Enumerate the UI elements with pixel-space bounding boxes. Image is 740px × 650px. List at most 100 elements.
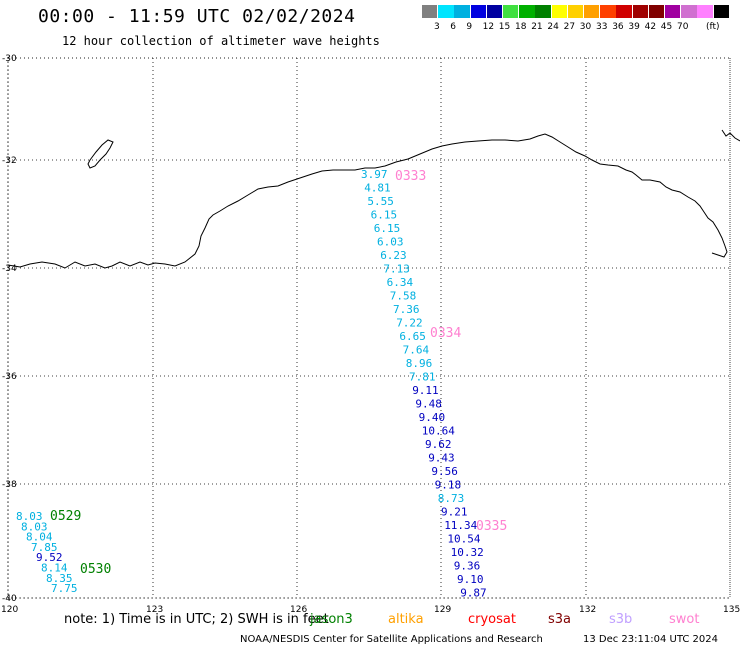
lon-label: 120 [1,605,18,615]
lon-label: 123 [146,605,163,615]
legend-swatch [648,5,665,18]
legend-label: 3 [434,22,440,32]
lat-label: -32 [2,156,17,166]
wave-height-value: 8.03 [21,520,48,533]
lat-label: -30 [2,54,17,64]
legend-swatch [697,5,713,18]
lat-label: -40 [2,594,17,604]
wave-height-value: 9.56 [431,465,458,478]
footer-timestamp: 13 Dec 23:11:04 UTC 2024 [583,634,718,645]
wave-height-value: 8.14 [41,562,68,575]
lon-label: 135 [723,605,740,615]
legend-unit: (ft) [706,22,720,32]
wave-height-value: 4.81 [364,182,391,195]
wave-height-value: 7.75 [51,582,78,595]
wave-height-value: 6.15 [371,209,398,222]
wave-height-value: 8.03 [16,510,43,523]
legend-label: 36 [612,22,624,32]
mission-label: jason3 [310,612,353,627]
pass-time-labels: 0333 0334 0335 0529 0530 [50,169,507,577]
legend-swatch [486,5,503,18]
legend-label: 33 [596,22,608,32]
legend-swatch [584,5,600,18]
legend-swatch [632,5,648,18]
wave-height-value: 7.22 [396,317,423,330]
wave-height-value: 10.32 [451,546,484,559]
pass-time-label: 0333 [395,169,426,184]
legend-label: 30 [579,22,592,32]
wave-height-value: 7.64 [403,344,430,357]
legend-swatch [422,5,438,18]
wave-height-value: 5.55 [367,195,394,208]
legend-label: 24 [547,22,559,32]
wave-height-value: 10.54 [447,533,480,546]
legend-swatch [551,5,567,18]
map-subtitle: 12 hour collection of altimeter wave hei… [62,34,380,48]
legend-swatch [681,5,697,18]
legend-swatch [616,5,632,18]
wave-height-value: 9.62 [425,438,452,451]
wave-height-value: 9.10 [457,573,484,586]
wave-height-value: 7.36 [393,303,420,316]
pass-time-label: 0334 [430,326,461,341]
pass-time-label: 0335 [476,519,507,534]
legend-label: 42 [644,22,657,32]
island-kangaroo [87,139,114,169]
legend-label: 45 [660,22,673,32]
legend-label: 39 [628,22,640,32]
legend-swatch [665,5,681,18]
legend-label: 27 [563,22,576,32]
mission-label: s3b [609,612,633,627]
wave-height-value: 7.85 [31,541,58,554]
legend-label: 12 [482,22,495,32]
legend-swatch [600,5,616,18]
legend-swatch [519,5,535,18]
mission-label: s3a [548,612,572,627]
wave-height-value: 8.73 [438,492,465,505]
legend-swatch [567,5,584,18]
legend-label: 21 [531,22,543,32]
wave-height-value: 9.87 [460,587,487,600]
legend-swatch [454,5,470,18]
wave-height-value: 6.03 [377,236,404,249]
mission-label: cryosat [468,612,516,627]
wave-height-value: 6.23 [380,249,407,262]
altimeter-track-main: 3.974.815.556.156.156.036.237.136.347.58… [361,168,487,600]
wave-height-value: 9.43 [428,452,455,465]
note-text: note: 1) Time is in UTC; 2) SWH is in fe… [64,612,329,627]
mission-label: altika [388,612,424,627]
wave-height-value: 9.40 [419,411,446,424]
coastline-east [721,129,740,142]
lon-label: 126 [290,605,307,615]
wave-height-value: 9.48 [415,398,442,411]
coastline [7,133,728,269]
legend-label: 9 [466,22,473,32]
map-title: 00:00 - 11:59 UTC 02/02/2024 [38,6,356,27]
lat-label: -38 [2,480,17,490]
legend-swatch [503,5,519,18]
wave-height-value: 6.15 [374,222,401,235]
legend-label: 70 [677,22,689,32]
map-frame [7,57,731,599]
wave-height-value: 9.52 [36,551,63,564]
wave-height-value: 8.35 [46,572,73,585]
pass-time-label: 0529 [50,509,81,524]
wave-height-value: 6.65 [399,330,426,343]
wave-height-value: 8.04 [26,531,53,544]
wave-height-value: 9.21 [441,506,468,519]
wave-height-value: 3.97 [361,168,388,181]
wave-height-value: 7.13 [383,263,410,276]
lat-label: -36 [2,372,17,382]
legend-label: 15 [498,22,511,32]
mission-label: swot [669,612,700,627]
legend-label: 18 [515,22,527,32]
lat-label: -34 [2,264,17,274]
pass-time-label: 0530 [80,562,111,577]
wave-height-value: 9.11 [412,384,439,397]
wave-height-value: 9.36 [454,560,481,573]
wave-height-value: 6.34 [387,276,414,289]
altimeter-track-west: 8.038.038.047.859.528.148.357.75 [16,510,78,595]
wave-height-value: 8.96 [406,357,433,370]
